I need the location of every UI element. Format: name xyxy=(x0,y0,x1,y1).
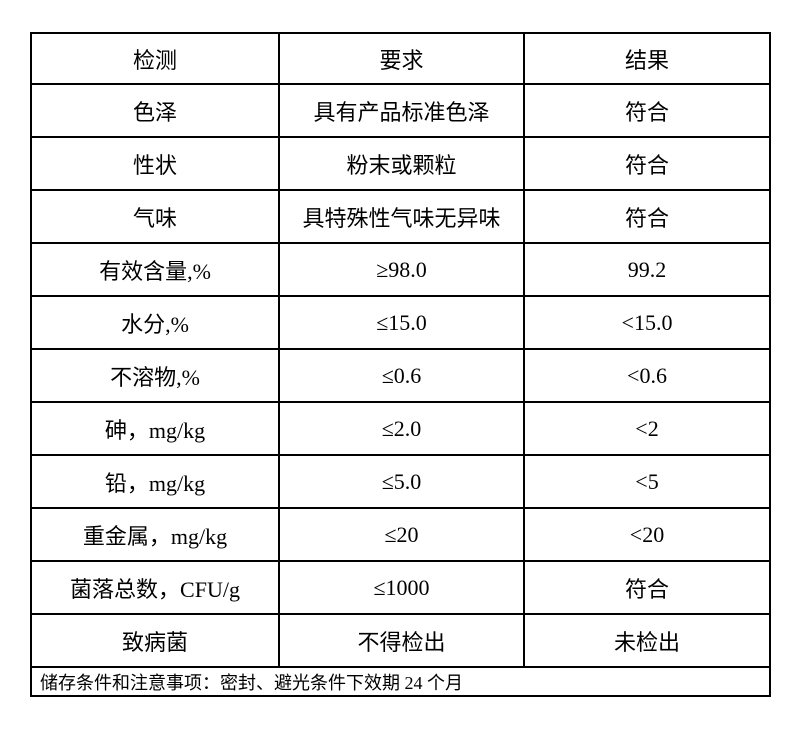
requirement-cell: ≤2.0 xyxy=(278,401,525,456)
requirement-cell: ≤0.6 xyxy=(278,348,525,403)
result-cell: 符合 xyxy=(523,136,771,191)
result-cell: <20 xyxy=(523,507,771,562)
requirement-cell: 粉末或颗粒 xyxy=(278,136,525,191)
row-insolubles: 不溶物,% ≤0.6 <0.6 xyxy=(30,348,771,403)
row-odor: 气味 具特殊性气味无异味 符合 xyxy=(30,189,771,244)
test-item-cell: 砷，mg/kg xyxy=(30,401,280,456)
row-active-content: 有效含量,% ≥98.0 99.2 xyxy=(30,242,771,297)
row-storage-note: 储存条件和注意事项：密封、避光条件下效期 24 个月 xyxy=(30,666,771,697)
test-item-cell: 重金属，mg/kg xyxy=(30,507,280,562)
test-item-cell: 不溶物,% xyxy=(30,348,280,403)
column-header-requirement: 要求 xyxy=(278,32,525,85)
row-heavy-metals: 重金属，mg/kg ≤20 <20 xyxy=(30,507,771,562)
requirement-cell: ≤20 xyxy=(278,507,525,562)
requirement-cell: 不得检出 xyxy=(278,613,525,668)
test-item-cell: 水分,% xyxy=(30,295,280,350)
result-cell: <0.6 xyxy=(523,348,771,403)
result-cell: <5 xyxy=(523,454,771,509)
result-cell: 符合 xyxy=(523,189,771,244)
result-cell: 未检出 xyxy=(523,613,771,668)
result-cell: 符合 xyxy=(523,83,771,138)
storage-note: 储存条件和注意事项：密封、避光条件下效期 24 个月 xyxy=(30,666,771,697)
requirement-cell: ≥98.0 xyxy=(278,242,525,297)
test-item-cell: 气味 xyxy=(30,189,280,244)
header-row: 检测 要求 结果 xyxy=(30,32,771,85)
requirement-cell: 具特殊性气味无异味 xyxy=(278,189,525,244)
requirement-cell: ≤5.0 xyxy=(278,454,525,509)
row-total-plate-count: 菌落总数，CFU/g ≤1000 符合 xyxy=(30,560,771,615)
test-item-cell: 菌落总数，CFU/g xyxy=(30,560,280,615)
row-lead: 铅，mg/kg ≤5.0 <5 xyxy=(30,454,771,509)
result-cell: <2 xyxy=(523,401,771,456)
requirement-cell: 具有产品标准色泽 xyxy=(278,83,525,138)
test-item-cell: 色泽 xyxy=(30,83,280,138)
row-appearance: 性状 粉末或颗粒 符合 xyxy=(30,136,771,191)
requirement-cell: ≤1000 xyxy=(278,560,525,615)
result-cell: 符合 xyxy=(523,560,771,615)
column-header-result: 结果 xyxy=(523,32,771,85)
row-color: 色泽 具有产品标准色泽 符合 xyxy=(30,83,771,138)
test-item-cell: 致病菌 xyxy=(30,613,280,668)
row-arsenic: 砷，mg/kg ≤2.0 <2 xyxy=(30,401,771,456)
requirement-cell: ≤15.0 xyxy=(278,295,525,350)
test-item-cell: 性状 xyxy=(30,136,280,191)
column-header-test: 检测 xyxy=(30,32,280,85)
result-cell: 99.2 xyxy=(523,242,771,297)
table-body: 色泽 具有产品标准色泽 符合 性状 粉末或颗粒 符合 气味 具特殊性气味无异味 … xyxy=(30,83,771,697)
result-cell: <15.0 xyxy=(523,295,771,350)
inspection-table: 检测 要求 结果 色泽 具有产品标准色泽 符合 性状 粉末或颗粒 符合 气味 具… xyxy=(30,32,771,697)
row-pathogens: 致病菌 不得检出 未检出 xyxy=(30,613,771,668)
row-moisture: 水分,% ≤15.0 <15.0 xyxy=(30,295,771,350)
table-header: 检测 要求 结果 xyxy=(30,32,771,85)
test-item-cell: 有效含量,% xyxy=(30,242,280,297)
test-item-cell: 铅，mg/kg xyxy=(30,454,280,509)
